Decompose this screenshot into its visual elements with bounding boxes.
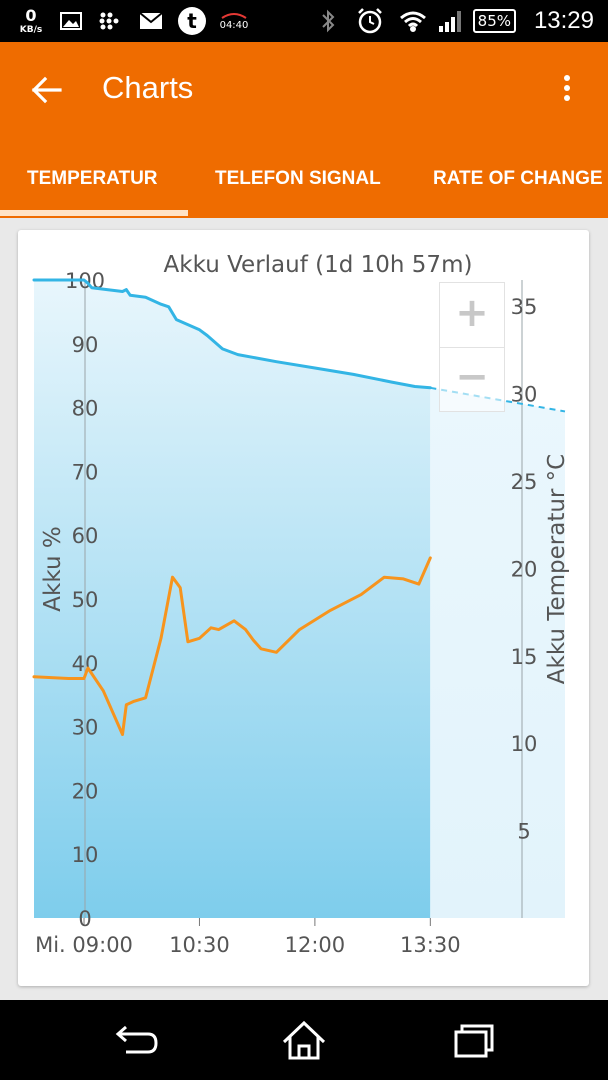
y-right-tick-label: 25 xyxy=(511,470,538,494)
mail-icon xyxy=(138,0,164,42)
y-left-tick-label: 80 xyxy=(72,397,99,421)
recent-apps-icon[interactable] xyxy=(444,1018,504,1062)
battery-area-fill xyxy=(34,280,431,918)
y-right-tick-label: 30 xyxy=(511,383,538,407)
y-right-tick-label: 10 xyxy=(511,732,538,756)
alarm-notification: 04:40 xyxy=(214,0,254,42)
battery-chart[interactable]: Mi. 09:00 10:30 12:00 13:300102030405060708… xyxy=(18,230,589,986)
y-left-tick-label: 10 xyxy=(72,843,99,867)
y-left-tick-label: 20 xyxy=(72,779,99,803)
zoom-in-button[interactable]: + xyxy=(440,283,504,348)
projection-area-fill xyxy=(430,387,565,918)
y-left-tick-label: 30 xyxy=(72,716,99,740)
signal-icon xyxy=(436,0,464,42)
page-title: Charts xyxy=(102,70,194,105)
image-icon xyxy=(58,0,84,42)
clock: 13:29 xyxy=(533,7,594,34)
tumblr-icon: t xyxy=(176,0,208,42)
x-tick-label: Mi. 09:00 xyxy=(35,933,133,957)
back-nav-icon[interactable] xyxy=(104,1018,164,1062)
battery-level-line xyxy=(32,278,432,390)
network-speed-unit: KB/s xyxy=(19,24,43,35)
y-left-tick-label: 90 xyxy=(72,333,99,357)
zoom-controls: + − xyxy=(439,282,505,412)
x-tick-label: 12:00 xyxy=(285,933,346,957)
tab-telefon-signal[interactable]: TELEFON SIGNAL xyxy=(215,168,381,189)
y-left-axis-label: Akku % xyxy=(40,526,66,611)
alarm-clock-icon xyxy=(354,0,386,42)
zoom-out-button[interactable]: − xyxy=(455,354,489,400)
alarm-notification-time: 04:40 xyxy=(219,19,249,31)
y-right-tick-label: 20 xyxy=(511,557,538,581)
y-left-tick-label: 50 xyxy=(72,588,99,612)
svg-text:t: t xyxy=(187,9,197,33)
tab-temperatur[interactable]: TEMPERATUR xyxy=(27,168,158,189)
network-speed-value: 0 xyxy=(25,5,37,25)
y-right-tick-label: 15 xyxy=(511,645,538,669)
y-right-tick-label: 5 xyxy=(517,820,530,844)
status-bar: 0 KB/s t 04:40 85% 13:29 xyxy=(0,0,608,42)
blackberry-icon xyxy=(96,0,122,42)
active-tab-indicator xyxy=(0,210,188,216)
y-left-tick-label: 0 xyxy=(78,907,91,931)
x-tick-label: 10:30 xyxy=(169,933,230,957)
y-right-tick-label: 35 xyxy=(511,295,538,319)
y-left-tick-label: 60 xyxy=(72,524,99,548)
overflow-menu-icon[interactable] xyxy=(552,72,582,112)
y-left-tick-label: 70 xyxy=(72,460,99,484)
home-icon[interactable] xyxy=(274,1018,334,1062)
wifi-icon xyxy=(398,0,428,42)
bluetooth-icon xyxy=(316,0,340,42)
battery-percent: 85% xyxy=(472,9,516,33)
battery-indicator: 85% xyxy=(472,0,516,42)
chart-card: Mi. 09:00 10:30 12:00 13:30 0 10 20 30 40 50 60 70 8… xyxy=(18,230,589,986)
y-right-axis-label: Akku Temperatur °C xyxy=(544,454,570,684)
x-tick-label: 13:30 xyxy=(400,933,461,957)
app-bar: Charts TEMPERATUR TELEFON SIGNAL RATE OF… xyxy=(0,42,608,218)
tab-rate-of-change[interactable]: RATE OF CHANGE xyxy=(433,168,603,189)
navigation-bar xyxy=(0,1000,608,1080)
network-speed: 0 KB/s xyxy=(10,0,52,42)
back-arrow-icon[interactable] xyxy=(28,68,68,112)
temperature-line xyxy=(32,556,432,736)
chart-title: Akku Verlauf (1d 10h 57m) xyxy=(164,252,473,278)
